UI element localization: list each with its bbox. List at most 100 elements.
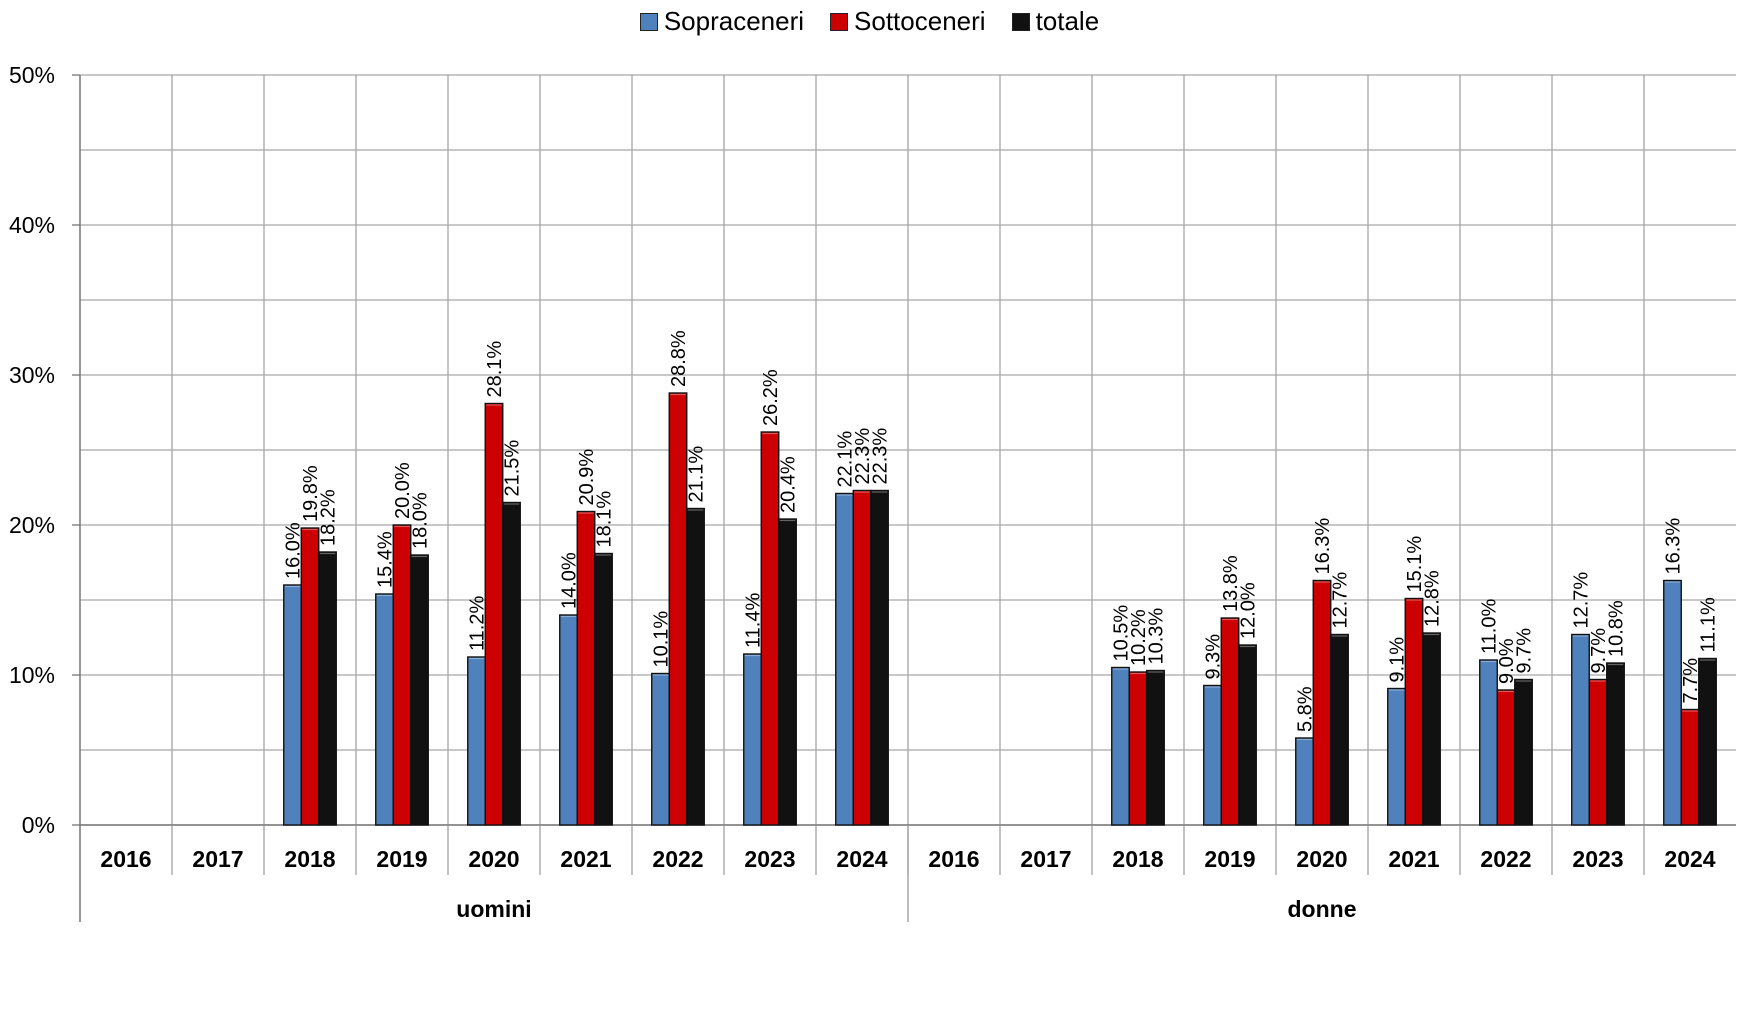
bar-totale xyxy=(1606,662,1625,826)
x-category-label: 2021 xyxy=(560,846,611,872)
bar-totale xyxy=(686,507,705,826)
bar-totale xyxy=(1698,657,1717,826)
x-category-label: 2017 xyxy=(1020,846,1071,872)
data-label: 18.0% xyxy=(410,492,432,549)
data-label: 10.8% xyxy=(1606,600,1628,657)
bar-sopraceneri xyxy=(651,672,670,826)
bar-totale xyxy=(318,551,337,826)
y-tick-label: 10% xyxy=(9,662,55,688)
x-category-label: 2019 xyxy=(376,846,427,872)
y-tick-label: 50% xyxy=(9,62,55,88)
data-label: 5.8% xyxy=(1295,686,1317,732)
data-label: 16.0% xyxy=(283,522,305,579)
bar-totale xyxy=(778,518,797,826)
x-category-label: 2020 xyxy=(468,846,519,872)
data-label: 16.3% xyxy=(1312,518,1334,575)
data-label: 18.2% xyxy=(318,489,340,546)
data-label: 20.4% xyxy=(778,456,800,513)
data-label: 12.7% xyxy=(1330,572,1352,629)
x-category-label: 2019 xyxy=(1204,846,1255,872)
x-category-label: 2018 xyxy=(284,846,335,872)
data-label: 21.1% xyxy=(686,446,708,503)
data-label: 18.1% xyxy=(594,491,616,548)
x-category-label: 2023 xyxy=(744,846,795,872)
data-label: 11.1% xyxy=(1698,597,1720,652)
data-label: 20.0% xyxy=(392,462,414,519)
data-label: 22.3% xyxy=(852,428,874,485)
y-tick-label: 20% xyxy=(9,512,55,538)
bar-sottoceneri xyxy=(576,510,596,826)
x-category-label: 2023 xyxy=(1572,846,1623,872)
bar-totale xyxy=(594,552,613,826)
legend-label-sopraceneri: Sopraceneri xyxy=(663,6,805,36)
bar-sopraceneri xyxy=(1663,579,1682,826)
bar-sopraceneri xyxy=(835,492,854,826)
x-category-label: 2021 xyxy=(1388,846,1439,872)
data-label: 9.1% xyxy=(1387,637,1409,683)
bar-sottoceneri xyxy=(1588,678,1608,826)
x-category-label: 2017 xyxy=(192,846,243,872)
data-label: 22.3% xyxy=(870,428,892,485)
x-category-label: 2018 xyxy=(1112,846,1163,872)
data-label: 12.8% xyxy=(1422,570,1444,627)
data-label: 14.0% xyxy=(559,552,581,609)
legend-label-totale: totale xyxy=(1035,6,1100,36)
bar-sottoceneri xyxy=(1496,689,1516,826)
legend-swatch-sopraceneri xyxy=(639,12,658,31)
x-category-label: 2024 xyxy=(836,846,887,872)
bar-totale xyxy=(410,554,429,826)
data-label: 10.5% xyxy=(1111,605,1133,662)
bar-sottoceneri xyxy=(1680,708,1700,826)
bar-sopraceneri xyxy=(1295,737,1314,826)
bar-sottoceneri xyxy=(668,392,688,826)
bar-sopraceneri xyxy=(1571,633,1590,826)
legend-item-sottoceneri: Sottoceneri xyxy=(830,6,986,37)
bar-sottoceneri xyxy=(1128,671,1148,826)
data-label: 11.0% xyxy=(1479,599,1501,654)
bar-sottoceneri xyxy=(852,489,872,826)
data-label: 9.3% xyxy=(1203,634,1225,680)
legend-item-sopraceneri: Sopraceneri xyxy=(639,6,805,37)
chart-legend: Sopraceneri Sottoceneri totale xyxy=(0,6,1739,37)
data-label: 22.1% xyxy=(835,431,857,488)
data-label: 13.8% xyxy=(1220,555,1242,612)
data-label: 10.1% xyxy=(651,611,673,668)
bar-totale xyxy=(1514,678,1533,826)
bar-sottoceneri xyxy=(760,431,780,826)
x-category-label: 2024 xyxy=(1664,846,1715,872)
data-label: 9.7% xyxy=(1514,628,1536,674)
y-tick-label: 0% xyxy=(22,812,55,838)
legend-swatch-totale xyxy=(1011,12,1030,31)
bar-sopraceneri xyxy=(467,656,486,826)
legend-label-sottoceneri: Sottoceneri xyxy=(854,6,986,36)
data-label: 20.9% xyxy=(576,449,598,506)
x-category-label: 2016 xyxy=(100,846,151,872)
data-label: 19.8% xyxy=(300,465,322,522)
y-tick-label: 40% xyxy=(9,212,55,238)
x-category-label: 2022 xyxy=(652,846,703,872)
bar-totale xyxy=(1146,669,1165,826)
data-label: 15.1% xyxy=(1404,536,1426,593)
bar-sottoceneri xyxy=(484,402,504,826)
x-group-label: uomini xyxy=(456,896,531,922)
data-label: 10.3% xyxy=(1146,608,1168,665)
bar-sopraceneri xyxy=(559,614,578,826)
bar-sopraceneri xyxy=(1203,684,1222,826)
data-label: 12.7% xyxy=(1571,572,1593,629)
data-label: 11.2% xyxy=(467,596,489,651)
y-tick-label: 30% xyxy=(9,362,55,388)
data-label: 11.4% xyxy=(743,593,765,648)
x-category-label: 2016 xyxy=(928,846,979,872)
bar-sopraceneri xyxy=(375,593,394,826)
bar-sopraceneri xyxy=(1479,659,1498,826)
data-label: 26.2% xyxy=(760,369,782,426)
legend-item-totale: totale xyxy=(1011,6,1100,37)
data-label: 28.1% xyxy=(484,341,506,398)
data-label: 15.4% xyxy=(375,531,397,588)
data-label: 12.0% xyxy=(1238,582,1260,639)
bar-totale xyxy=(870,489,889,826)
data-label: 16.3% xyxy=(1663,518,1685,575)
bar-totale xyxy=(502,501,521,826)
data-label: 28.8% xyxy=(668,330,690,387)
